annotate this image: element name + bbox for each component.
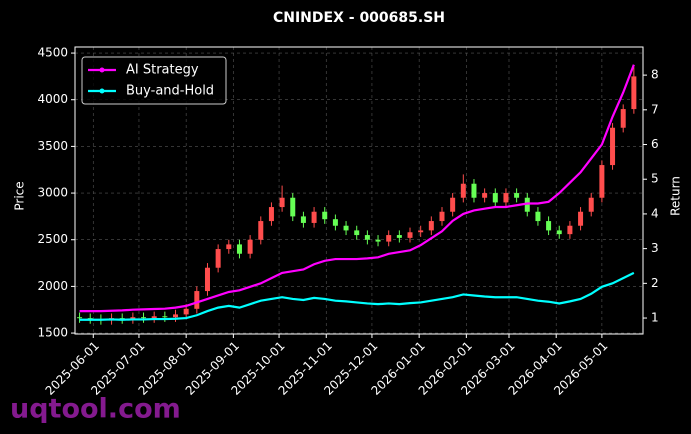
candle-body bbox=[482, 193, 488, 198]
candle-body bbox=[492, 193, 498, 203]
candle-body bbox=[535, 211, 541, 222]
candle-body bbox=[290, 197, 296, 217]
y-tick-label: 4500 bbox=[37, 46, 68, 60]
candle-body bbox=[631, 76, 637, 110]
candle-body bbox=[407, 232, 413, 238]
candle-body bbox=[226, 244, 232, 250]
candle-body bbox=[460, 183, 466, 198]
y-axis-label: Price bbox=[13, 181, 27, 210]
legend-marker bbox=[99, 88, 105, 94]
candle-body bbox=[173, 314, 179, 318]
candle-body bbox=[343, 225, 349, 231]
watermark: uqtool.com bbox=[10, 394, 181, 425]
candle-body bbox=[471, 183, 477, 198]
candle-body bbox=[450, 197, 456, 212]
candle-body bbox=[332, 219, 338, 226]
plot-frame bbox=[74, 46, 644, 335]
candle-body bbox=[599, 165, 605, 198]
candle-body bbox=[364, 235, 370, 240]
candle-body bbox=[236, 244, 242, 254]
y2-tick-label: 1 bbox=[651, 311, 659, 325]
y2-tick-label: 2 bbox=[651, 276, 659, 290]
y-tick-label: 1500 bbox=[37, 326, 68, 340]
candle-body bbox=[524, 197, 530, 212]
legend-label: Buy-and-Hold bbox=[126, 84, 214, 99]
candle-body bbox=[151, 316, 157, 319]
legend-box bbox=[81, 56, 227, 105]
y-tick-label: 3000 bbox=[37, 186, 68, 200]
candle-body bbox=[375, 239, 381, 242]
candle-body bbox=[300, 216, 306, 223]
candle-body bbox=[215, 249, 221, 268]
candle-body bbox=[396, 235, 402, 238]
candle-body bbox=[141, 317, 147, 319]
candle-body bbox=[311, 211, 317, 223]
candle-body bbox=[556, 230, 562, 235]
y2-tick-label: 6 bbox=[651, 137, 659, 151]
candle-body bbox=[354, 230, 360, 236]
candle-body bbox=[247, 239, 253, 254]
candle-body bbox=[588, 197, 594, 212]
y-tick-label: 2500 bbox=[37, 232, 68, 246]
candle-body bbox=[183, 308, 189, 315]
legend-marker bbox=[99, 67, 105, 73]
candle-body bbox=[386, 235, 392, 242]
candle-body bbox=[194, 291, 200, 309]
candle-body bbox=[77, 317, 83, 319]
legend-label: AI Strategy bbox=[126, 63, 199, 78]
y2-tick-label: 3 bbox=[651, 241, 659, 255]
candle-body bbox=[439, 211, 445, 222]
candle-body bbox=[567, 225, 573, 235]
candle-body bbox=[268, 207, 274, 222]
candle-body bbox=[87, 318, 93, 320]
y-tick-label: 3500 bbox=[37, 139, 68, 153]
candle-body bbox=[428, 221, 434, 231]
y2-axis-label: Return bbox=[669, 176, 683, 216]
candle-body bbox=[578, 211, 584, 226]
candle-body bbox=[119, 318, 125, 320]
candle-body bbox=[204, 267, 210, 292]
candle-body bbox=[610, 127, 616, 166]
candle-body bbox=[258, 221, 264, 240]
candle-body bbox=[514, 193, 520, 198]
candle-body bbox=[418, 230, 424, 233]
y-tick-label: 2000 bbox=[37, 279, 68, 293]
legend: AI Strategy Buy-and-Hold bbox=[81, 56, 227, 105]
candle-body bbox=[162, 316, 168, 318]
candle-body bbox=[130, 317, 136, 320]
line-series bbox=[79, 271, 635, 321]
candle-body bbox=[546, 221, 552, 231]
chart-title: CNINDEX - 000685.SH bbox=[273, 10, 445, 26]
candle-body bbox=[322, 211, 328, 220]
y2-tick-label: 8 bbox=[651, 68, 659, 82]
y-tick-label: 4000 bbox=[37, 92, 68, 106]
candle-body bbox=[503, 193, 509, 203]
y2-tick-label: 4 bbox=[651, 206, 659, 220]
y2-tick-label: 5 bbox=[651, 172, 659, 186]
candle-body bbox=[620, 109, 626, 128]
y2-tick-label: 7 bbox=[651, 102, 659, 116]
candle-body bbox=[279, 197, 285, 208]
line-series bbox=[79, 64, 635, 313]
